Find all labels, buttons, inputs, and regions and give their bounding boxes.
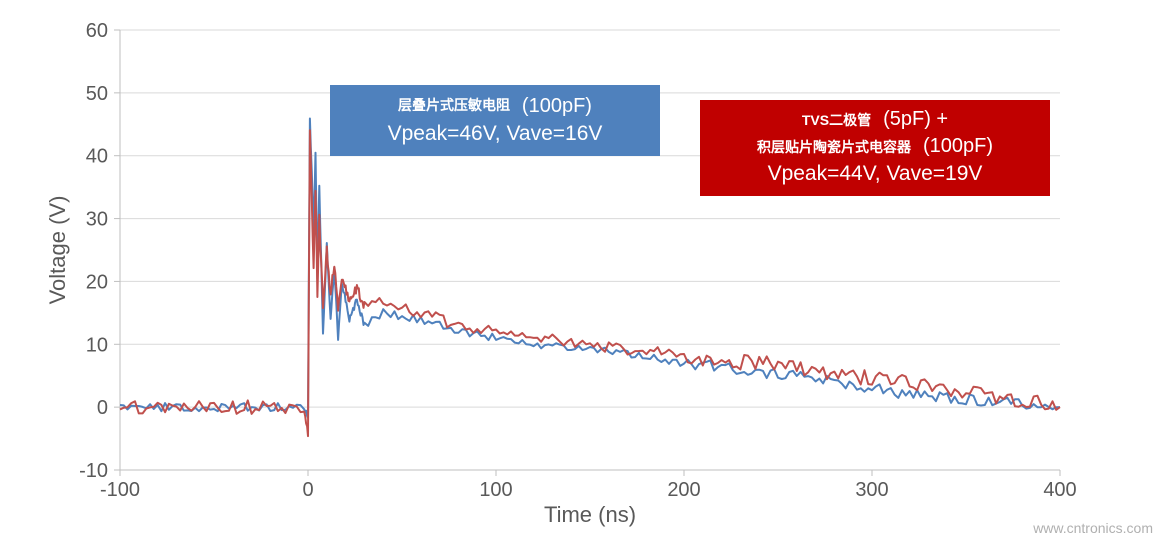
- watermark: www.cntronics.com: [1033, 520, 1153, 536]
- svg-text:Time (ns): Time (ns): [544, 502, 636, 527]
- svg-text:50: 50: [86, 83, 108, 105]
- svg-text:30: 30: [86, 209, 108, 231]
- callout-red-title1: TVS二极管: [802, 110, 871, 130]
- svg-text:40: 40: [86, 146, 108, 168]
- svg-text:0: 0: [97, 397, 108, 419]
- svg-text:10: 10: [86, 334, 108, 356]
- svg-text:100: 100: [479, 479, 512, 501]
- callout-blue-values: Vpeak=46V, Vave=16V: [338, 122, 652, 146]
- callout-red-pf1: (5pF) +: [883, 108, 948, 131]
- callout-red: TVS二极管 (5pF) + 积层贴片陶瓷片式电容器 (100pF) Vpeak…: [700, 100, 1050, 196]
- svg-text:400: 400: [1043, 479, 1076, 501]
- callout-red-title2: 积层贴片陶瓷片式电容器: [757, 137, 911, 157]
- svg-text:-100: -100: [100, 479, 140, 501]
- svg-text:0: 0: [302, 479, 313, 501]
- callout-red-pf2: (100pF): [923, 135, 993, 158]
- svg-text:Voltage (V): Voltage (V): [45, 196, 70, 305]
- callout-blue-title: 层叠片式压敏电阻: [398, 97, 510, 113]
- svg-text:200: 200: [667, 479, 700, 501]
- svg-text:20: 20: [86, 271, 108, 293]
- callout-blue-pf: (100pF): [522, 95, 592, 117]
- callout-blue: 层叠片式压敏电阻 (100pF) Vpeak=46V, Vave=16V: [330, 85, 660, 156]
- svg-text:60: 60: [86, 20, 108, 42]
- svg-text:300: 300: [855, 479, 888, 501]
- callout-red-values: Vpeak=44V, Vave=19V: [708, 162, 1042, 186]
